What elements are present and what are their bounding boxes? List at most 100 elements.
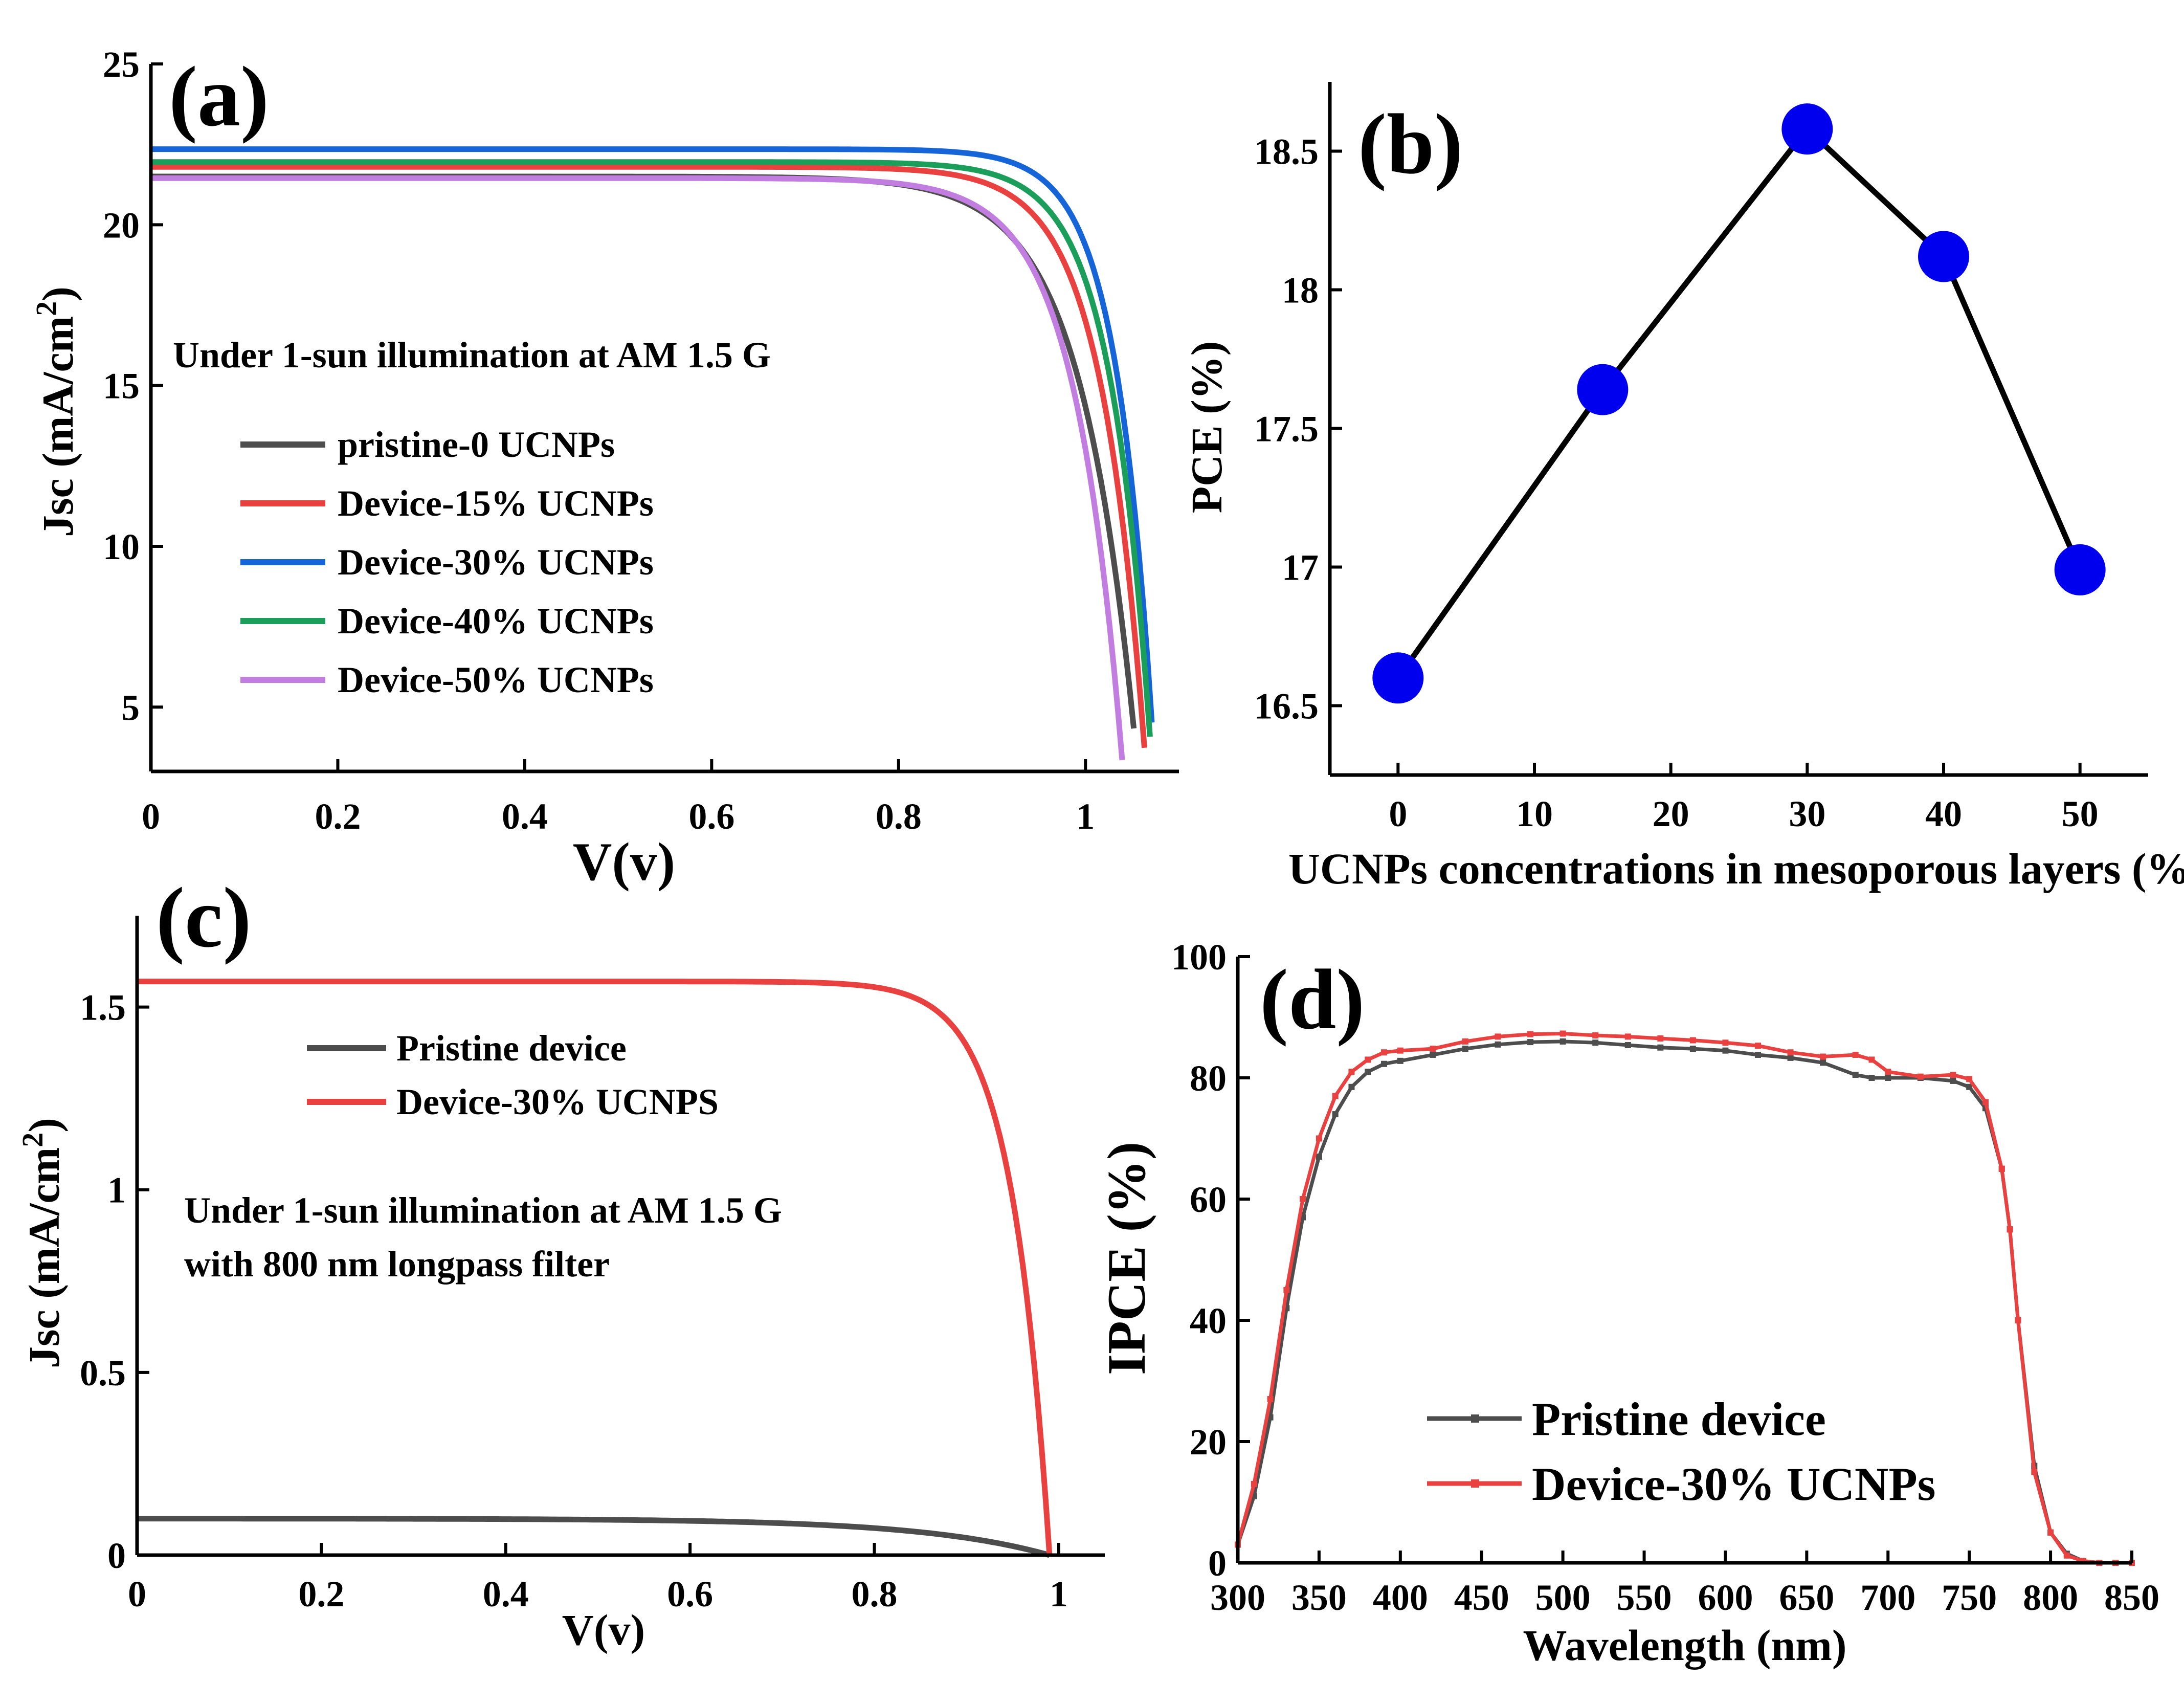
panel-d-data-point [1332,1111,1339,1118]
panel-d-data-point [1852,1051,1859,1058]
panel-d-data-point [1365,1056,1371,1063]
panel-a-legend-label: Device-30% UCNPs [338,542,654,583]
panel-c-y-tick-label: 0 [107,1535,126,1576]
panel-d-x-axis-title: Wavelength (nm) [1523,1621,1846,1670]
panel-a-x-tick-label: 0.8 [876,796,922,837]
panel-d-data-point [1348,1083,1355,1090]
panel-c-annotation-line2: with 800 nm longpass filter [184,1244,610,1285]
panel-c-x-tick-label: 1 [1050,1574,1068,1614]
panel-b-y-tick-label: 17 [1282,547,1319,588]
panel-d-data-point [1966,1083,1973,1090]
panel-b-x-tick-label: 0 [1389,793,1407,834]
panel-c-label: (c) [156,870,251,965]
panel-b-x-tick-label: 10 [1516,793,1553,834]
panel-d-y-tick-label: 20 [1190,1422,1227,1463]
panel-d-data-point [1592,1032,1599,1039]
panel-d-data-point [2007,1226,2013,1233]
panel-d-data-point [1251,1480,1257,1487]
panel-c-x-axis-title: V(v) [562,1605,645,1654]
panel-a-series-line [151,175,1125,761]
panel-b-data-point [1372,652,1424,704]
panel-d-x-tick-label: 300 [1210,1577,1265,1618]
panel-d-data-point [1316,1135,1322,1142]
panel-d-data-point [1283,1287,1290,1293]
panel-a: 0 0.2 0.4 0.6 0.8 1 5 10 15 20 25 (a) Under 1-sun… [30,44,1179,892]
panel-c-series-line [137,979,1053,1556]
panel-d-x-tick-label: 700 [1860,1577,1915,1618]
panel-d-x-tick-label: 450 [1454,1577,1509,1618]
panel-a-legend-label: Device-15% UCNPs [338,483,654,524]
panel-d-legend-marker [1471,1479,1479,1488]
panel-b-plot-area [1372,103,2106,704]
panel-d-x-tick-label: 650 [1779,1577,1834,1618]
panel-d-data-point [1689,1046,1696,1052]
panel-b-y-tick-label: 16.5 [1254,686,1319,727]
panel-d-data-point [1868,1075,1875,1081]
panel-a-x-axis-title: V(v) [573,832,675,892]
panel-b-y-tick-label: 18 [1282,270,1319,311]
panel-d-x-tick-label: 600 [1698,1577,1753,1618]
panel-d-y-axis-title: IPCE (%) [1097,1142,1156,1375]
panel-c-x-tick-label: 0.2 [298,1574,344,1614]
panel-c-legend-label: Pristine device [396,1028,627,1069]
panel-d-data-point [1722,1047,1729,1054]
panel-d-legend-label: Pristine device [1532,1393,1826,1445]
panel-c-series-line [137,1516,1051,1558]
panel-c-x-tick-label: 0 [128,1574,146,1614]
panel-d-data-point [1527,1031,1534,1037]
panel-a-annotation: Under 1-sun illumination at AM 1.5 G [173,335,771,375]
panel-d-data-point [1998,1165,2005,1172]
panel-a-y-axis-title: Jsc (mA/cm2) [30,286,82,537]
panel-d-data-point [1462,1046,1468,1052]
panel-a-y-ticks: 5 10 15 20 25 [103,44,163,728]
panel-a-legend: pristine-0 UCNPs Device-15% UCNPs Device-3… [240,424,654,700]
panel-b-x-ticks: 0 10 20 30 40 50 [1389,763,2099,834]
panel-c-plot-area [137,979,1053,1558]
panel-d-data-point [1381,1049,1388,1056]
panel-d-legend-marker [1471,1414,1479,1423]
panel-d-label: (d) [1260,952,1365,1047]
panel-d-data-point [1885,1075,1891,1081]
panel-d-legend-label: Device-30% UCNPs [1532,1458,1935,1510]
panel-d-data-point [1885,1069,1891,1075]
panel-b-x-tick-label: 30 [1789,793,1825,834]
panel-b-y-axis-title: PCE (%) [1182,341,1231,514]
panel-d-x-tick-label: 850 [2104,1577,2159,1618]
panel-d-data-point [1267,1396,1274,1403]
panel-c-y-tick-label: 1 [107,1170,126,1211]
panel-a-x-tick-label: 0.4 [502,796,548,837]
panel-a-x-tick-label: 0.2 [315,796,361,837]
panel-c-legend: Pristine device Device-30% UCNPS [307,1028,719,1122]
panel-d-data-point [1348,1069,1355,1075]
panel-d-data-point [1381,1060,1388,1067]
panel-d-x-tick-label: 800 [2023,1577,2078,1618]
panel-d-data-point [1950,1077,1956,1084]
panel-d-data-point [1722,1039,1729,1046]
panel-d-data-point [1495,1033,1501,1040]
panel-b-data-point [1781,103,1833,155]
panel-b-x-tick-label: 40 [1925,793,1962,834]
panel-d-x-tick-label: 350 [1291,1577,1347,1618]
panel-d-y-tick-label: 0 [1208,1543,1227,1584]
panel-a-label: (a) [169,49,269,144]
panel-d-data-point [1852,1072,1859,1078]
panel-b-y-tick-label: 18.5 [1254,131,1319,172]
panel-d-data-point [1689,1037,1696,1044]
panel-d-legend: Pristine device Device-30% UCNPs [1427,1393,1935,1510]
panel-d-data-point [1917,1073,1924,1080]
panel-d-y-tick-label: 100 [1171,937,1227,978]
panel-b-x-tick-label: 20 [1653,793,1689,834]
panel-d-data-point [1527,1039,1534,1046]
panel-c-annotation-line1: Under 1-sun illumination at AM 1.5 G [184,1190,782,1231]
panel-d-data-point [1657,1035,1664,1042]
panel-d-data-point [1657,1044,1664,1051]
panel-d-data-point [2031,1469,2038,1475]
panel-d-data-point [1495,1041,1501,1048]
panel-b-series-line [1395,124,2083,680]
panel-a-y-tick-label: 20 [103,205,140,246]
panel-b-data-point [1918,231,1969,282]
panel-d-data-point [1868,1056,1875,1063]
panel-a-series-line [151,146,1155,723]
panel-a-x-tick-label: 1 [1076,796,1095,837]
